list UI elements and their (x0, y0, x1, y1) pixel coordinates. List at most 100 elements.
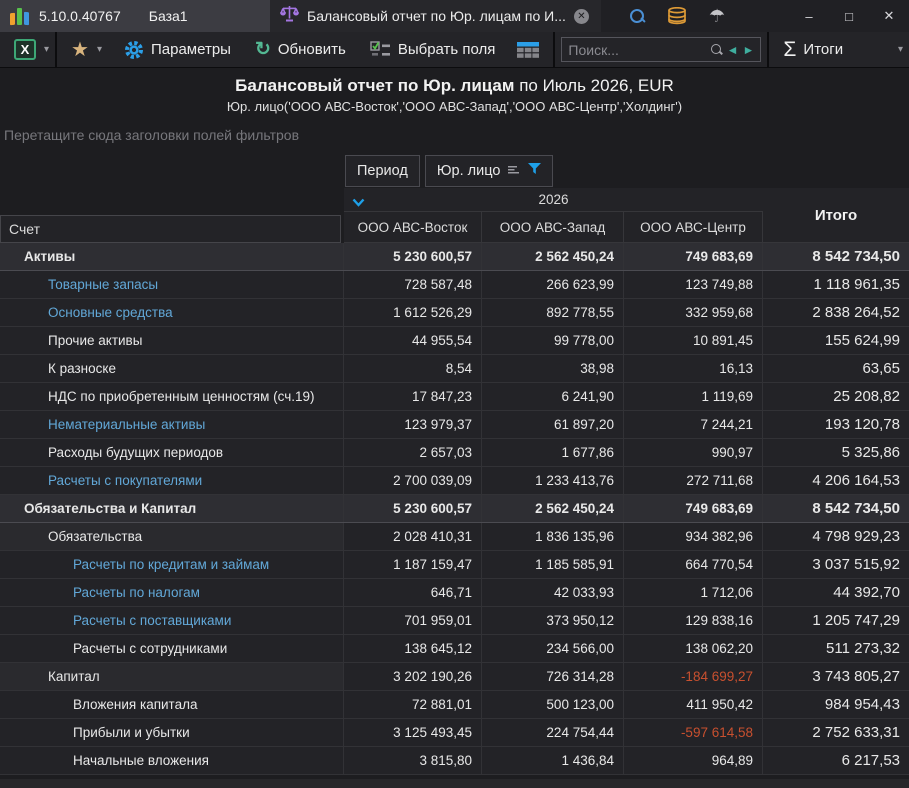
total-cell[interactable]: 1 205 747,29 (763, 607, 909, 634)
totals-dropdown-caret[interactable]: ▾ (898, 44, 903, 55)
value-cell[interactable]: 123 749,88 (624, 271, 763, 298)
row-label-link[interactable]: Расчеты по налогам (0, 579, 344, 606)
collapse-chevron-icon[interactable] (352, 195, 365, 210)
field-button-period[interactable]: Период (345, 155, 420, 187)
column-header[interactable]: ООО АВС-Запад (482, 212, 624, 243)
value-cell[interactable]: 728 587,48 (344, 271, 482, 298)
total-header-cell[interactable]: Итого (763, 188, 909, 243)
value-cell[interactable]: 964,89 (624, 747, 763, 774)
value-cell[interactable]: 42 033,93 (482, 579, 624, 606)
total-cell[interactable]: 984 954,43 (763, 691, 909, 718)
excel-dropdown-caret[interactable]: ▾ (44, 44, 49, 55)
value-cell[interactable]: 646,71 (344, 579, 482, 606)
value-cell[interactable]: 38,98 (482, 355, 624, 382)
column-header[interactable]: ООО АВС-Восток (344, 212, 482, 243)
value-cell[interactable]: 892 778,55 (482, 299, 624, 326)
value-cell[interactable]: 16,13 (624, 355, 763, 382)
value-cell[interactable]: 272 711,68 (624, 467, 763, 494)
total-cell[interactable]: 63,65 (763, 355, 909, 382)
value-cell[interactable]: 44 955,54 (344, 327, 482, 354)
value-cell[interactable]: 373 950,12 (482, 607, 624, 634)
total-cell[interactable]: 1 118 961,35 (763, 271, 909, 298)
tab-close-icon[interactable]: ✕ (574, 9, 589, 24)
choose-fields-button[interactable]: Выбрать поля (362, 35, 504, 65)
column-header[interactable]: ООО АВС-Центр (624, 212, 763, 243)
search-input[interactable] (568, 42, 705, 58)
value-cell[interactable]: -184 699,27 (624, 663, 763, 690)
value-cell[interactable]: 72 881,01 (344, 691, 482, 718)
value-cell[interactable]: 1 677,86 (482, 439, 624, 466)
total-cell[interactable]: 8 542 734,50 (763, 495, 909, 522)
field-button-entity[interactable]: Юр. лицо (425, 155, 554, 187)
total-cell[interactable]: 2 838 264,52 (763, 299, 909, 326)
close-button[interactable]: ✕ (869, 0, 909, 32)
value-cell[interactable]: 10 891,45 (624, 327, 763, 354)
value-cell[interactable]: 7 244,21 (624, 411, 763, 438)
value-cell[interactable]: -597 614,58 (624, 719, 763, 746)
value-cell[interactable]: 411 950,42 (624, 691, 763, 718)
value-cell[interactable]: 3 815,80 (344, 747, 482, 774)
value-cell[interactable]: 701 959,01 (344, 607, 482, 634)
value-cell[interactable]: 1 436,84 (482, 747, 624, 774)
value-cell[interactable]: 1 712,06 (624, 579, 763, 606)
total-cell[interactable]: 25 208,82 (763, 383, 909, 410)
value-cell[interactable]: 17 847,23 (344, 383, 482, 410)
value-cell[interactable]: 2 700 039,09 (344, 467, 482, 494)
row-area-header[interactable]: Счет (0, 215, 341, 243)
total-cell[interactable]: 4 206 164,53 (763, 467, 909, 494)
total-cell[interactable]: 5 325,86 (763, 439, 909, 466)
year-header-cell[interactable]: 2026 (344, 188, 763, 212)
value-cell[interactable]: 5 230 600,57 (344, 243, 482, 270)
total-cell[interactable]: 3 037 515,92 (763, 551, 909, 578)
search-icon[interactable] (629, 8, 645, 24)
value-cell[interactable]: 234 566,00 (482, 635, 624, 662)
value-cell[interactable]: 332 959,68 (624, 299, 763, 326)
total-cell[interactable]: 3 743 805,27 (763, 663, 909, 690)
value-cell[interactable]: 664 770,54 (624, 551, 763, 578)
total-cell[interactable]: 2 752 633,31 (763, 719, 909, 746)
value-cell[interactable]: 224 754,44 (482, 719, 624, 746)
value-cell[interactable]: 2 562 450,24 (482, 243, 624, 270)
favorites-dropdown-caret[interactable]: ▾ (97, 44, 102, 55)
value-cell[interactable]: 1 119,69 (624, 383, 763, 410)
row-label-link[interactable]: Товарные запасы (0, 271, 344, 298)
row-label-link[interactable]: Расчеты с покупателями (0, 467, 344, 494)
favorites-button[interactable]: ★ (63, 35, 97, 65)
value-cell[interactable]: 3 125 493,45 (344, 719, 482, 746)
value-cell[interactable]: 1 233 413,76 (482, 467, 624, 494)
value-cell[interactable]: 2 028 410,31 (344, 523, 482, 550)
value-cell[interactable]: 500 123,00 (482, 691, 624, 718)
value-cell[interactable]: 129 838,16 (624, 607, 763, 634)
total-cell[interactable]: 155 624,99 (763, 327, 909, 354)
value-cell[interactable]: 138 062,20 (624, 635, 763, 662)
excel-export-button[interactable]: X (6, 35, 44, 65)
value-cell[interactable]: 1 185 585,91 (482, 551, 624, 578)
minimize-button[interactable]: – (789, 0, 829, 32)
refresh-button[interactable]: ↻ Обновить (247, 35, 354, 65)
row-label-link[interactable]: Расчеты по кредитам и займам (0, 551, 344, 578)
value-cell[interactable]: 1 612 526,29 (344, 299, 482, 326)
value-cell[interactable]: 138 645,12 (344, 635, 482, 662)
value-cell[interactable]: 726 314,28 (482, 663, 624, 690)
total-cell[interactable]: 6 217,53 (763, 747, 909, 774)
umbrella-icon[interactable]: ☂ (709, 7, 725, 25)
value-cell[interactable]: 99 778,00 (482, 327, 624, 354)
total-cell[interactable]: 193 120,78 (763, 411, 909, 438)
value-cell[interactable]: 990,97 (624, 439, 763, 466)
value-cell[interactable]: 1 836 135,96 (482, 523, 624, 550)
row-label-link[interactable]: Основные средства (0, 299, 344, 326)
layout-grid-button[interactable] (509, 35, 547, 65)
parameters-button[interactable]: Параметры (116, 35, 239, 65)
value-cell[interactable]: 749 683,69 (624, 243, 763, 270)
total-cell[interactable]: 511 273,32 (763, 635, 909, 662)
total-cell[interactable]: 44 392,70 (763, 579, 909, 606)
value-cell[interactable]: 8,54 (344, 355, 482, 382)
value-cell[interactable]: 934 382,96 (624, 523, 763, 550)
document-tab[interactable]: Балансовый отчет по Юр. лицам по И... ✕ (270, 0, 601, 32)
search-next-button[interactable]: ► (743, 44, 755, 56)
value-cell[interactable]: 2 562 450,24 (482, 495, 624, 522)
value-cell[interactable]: 2 657,03 (344, 439, 482, 466)
value-cell[interactable]: 5 230 600,57 (344, 495, 482, 522)
total-cell[interactable]: 8 542 734,50 (763, 243, 909, 270)
total-cell[interactable]: 4 798 929,23 (763, 523, 909, 550)
